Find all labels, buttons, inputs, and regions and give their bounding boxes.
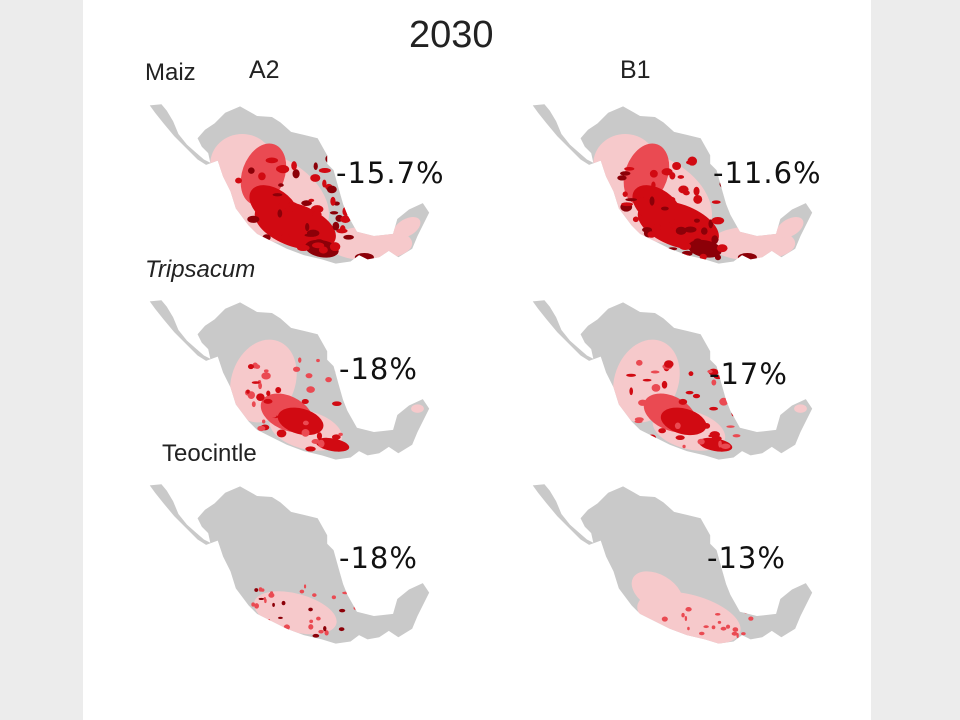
mexico-map-svg: [532, 300, 813, 460]
gulf-of-california: [540, 117, 581, 188]
mexico-map-svg: [149, 300, 430, 460]
mexico-map-svg: [149, 104, 430, 264]
change-label-tripsacum-a2: -18%: [339, 352, 418, 386]
change-label-teocintle-a2: -18%: [339, 541, 418, 575]
change-label-tripsacum-b1: -17%: [709, 357, 788, 391]
gulf-of-california: [540, 313, 581, 384]
change-label-teocintle-b1: -13%: [707, 541, 786, 575]
species-label-maiz: Maiz: [145, 59, 196, 86]
mexico-map-svg: [532, 104, 813, 264]
mexico-map-svg: [149, 484, 430, 644]
map-tripsacum-b1: [528, 296, 818, 466]
gulf-of-california: [540, 497, 581, 568]
mexico-land-shape: [532, 484, 813, 644]
map-teocintle-b1: [528, 480, 818, 650]
mexico-map-svg: [532, 484, 813, 644]
map-maiz-b1: [528, 100, 818, 270]
gulf-of-california: [157, 313, 198, 384]
species-label-tripsacum: Tripsacum: [145, 256, 256, 283]
map-maiz-a2: [145, 100, 435, 270]
change-label-maiz-a2: -15.7%: [336, 156, 445, 190]
gulf-of-california: [157, 117, 198, 188]
change-label-maiz-b1: -11.6%: [713, 156, 822, 190]
scenario-b1-heading: B1: [620, 56, 651, 84]
species-label-teocintle: Teocintle: [162, 440, 257, 467]
slide-title: 2030: [409, 14, 494, 56]
gulf-of-california: [157, 497, 198, 568]
scenario-a2-heading: A2: [249, 56, 280, 84]
slide: 2030 A2 B1 Maiz Tripsacum Teocintle -15.…: [83, 0, 871, 720]
map-tripsacum-a2: [145, 296, 435, 466]
map-teocintle-a2: [145, 480, 435, 650]
mexico-land-shape: [149, 484, 430, 644]
